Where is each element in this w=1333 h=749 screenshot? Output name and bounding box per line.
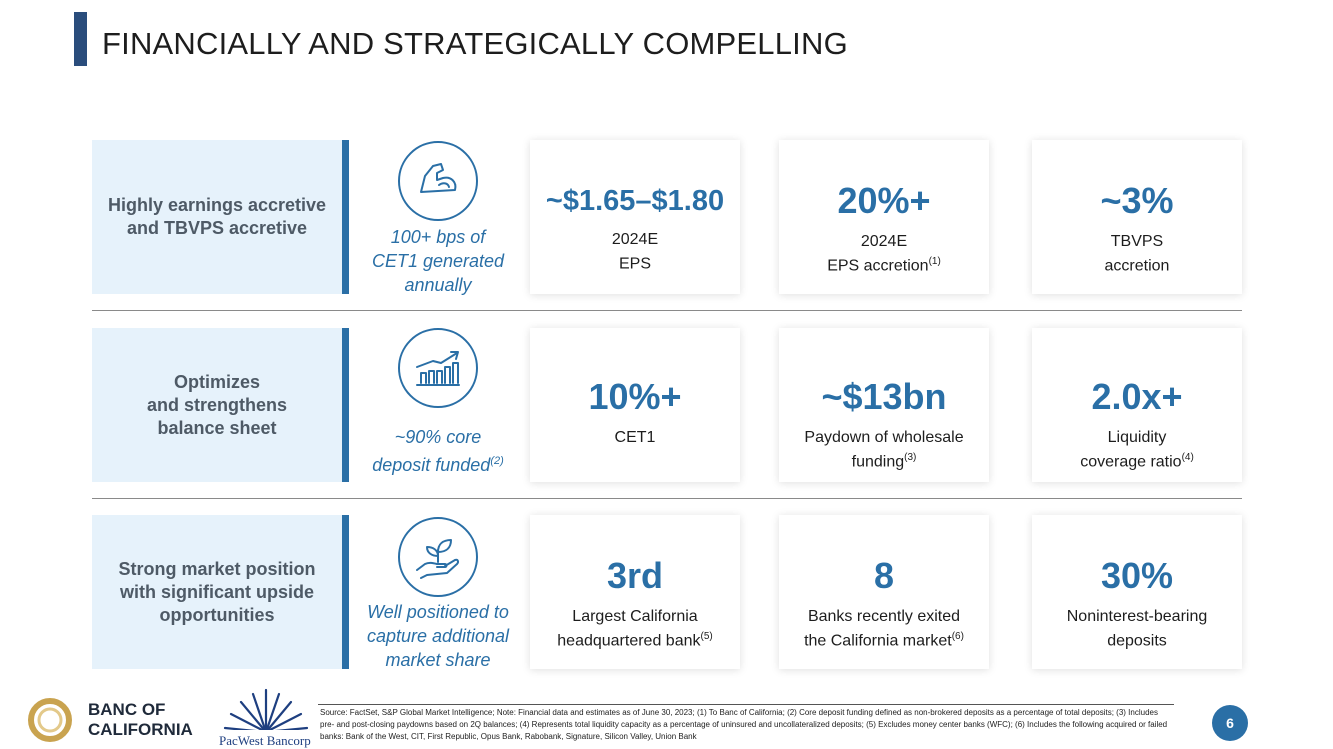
banc-of-california-logo-icon (28, 698, 72, 742)
metric-caption: EPS accretion(1) (779, 252, 989, 276)
note-line: ~90% core (394, 427, 482, 447)
row-label-line: opportunities (159, 604, 275, 625)
hand-plant-icon (398, 517, 478, 597)
caption-text: the California market (804, 632, 952, 650)
note-line: CET1 generated (371, 251, 505, 271)
metric-caption: TBVPS (1110, 233, 1164, 250)
row-label-line: Strong market position (118, 558, 316, 579)
metric-card-eps: ~$1.65–$1.80 2024E EPS (530, 140, 740, 294)
metric-card-tbvps: ~3% TBVPS accretion (1032, 140, 1242, 294)
caption-text: EPS (618, 255, 651, 273)
note-line: capture additional (366, 626, 510, 646)
footnote-ref: (5) (700, 631, 713, 642)
metric-caption: accretion (1032, 252, 1242, 276)
row-note-cet1: 100+ bps of CET1 generated annually (352, 225, 524, 297)
metric-value: ~$13bn (821, 376, 947, 417)
row-accent-bar (342, 140, 349, 294)
footnote-ref: (3) (904, 452, 917, 463)
page-number-badge: 6 (1212, 705, 1248, 741)
metric-value: 3rd (606, 555, 664, 596)
footnote-ref: (2) (490, 455, 504, 467)
pacwest-logo-text: PacWest Bancorp (219, 733, 311, 748)
row-label-line: and TBVPS accretive (126, 218, 308, 238)
metric-value: 2.0x+ (1091, 376, 1183, 417)
metric-caption: coverage ratio(4) (1032, 448, 1242, 472)
metric-card-noninterest-deposits: 30% Noninterest-bearing deposits (1032, 515, 1242, 669)
page-title: FINANCIALLY AND STRATEGICALLY COMPELLING (102, 26, 848, 61)
caption-text: funding (851, 453, 905, 471)
metric-value: 20%+ (837, 180, 931, 221)
row-label-line: Highly earnings accretive (107, 195, 327, 215)
metric-value: 30% (1100, 555, 1174, 596)
note-line: annually (404, 275, 472, 295)
note-line: market share (385, 650, 491, 670)
footnote-ref: (4) (1181, 452, 1194, 463)
caption-text: deposits (1107, 632, 1167, 650)
metric-card-eps-accretion: 20%+ 2024E EPS accretion(1) (779, 140, 989, 294)
metric-card-banks-exited: 8 Banks recently exited the California m… (779, 515, 989, 669)
pacwest-starburst-logo-icon (219, 688, 313, 736)
footer-divider (318, 704, 1174, 705)
row-label-line: and strengthens (146, 394, 288, 415)
caption-text: headquartered bank (557, 632, 701, 650)
footnote-ref: (1) (928, 256, 941, 267)
metric-caption: 2024E (611, 231, 659, 248)
caption-text: EPS accretion (827, 257, 929, 275)
flexed-arm-icon (398, 141, 478, 221)
note-line: deposit funded (372, 455, 491, 475)
metric-value: 10%+ (588, 376, 682, 417)
row-label-line: with significant upside (119, 581, 314, 602)
metric-caption: Paydown of wholesale (804, 429, 964, 446)
logo-line: BANC OF (88, 700, 166, 719)
row-accent-bar (342, 328, 349, 482)
metric-value: 8 (873, 555, 895, 596)
footnote-ref: (6) (951, 631, 964, 642)
metric-value: ~3% (1100, 180, 1174, 221)
metric-value: ~$1.65–$1.80 (545, 185, 725, 217)
metric-caption: EPS (530, 250, 740, 274)
metric-card-cet1: 10%+ CET1 (530, 328, 740, 482)
metric-caption: Largest California (572, 608, 698, 625)
row-label-earnings: Highly earnings accretive and TBVPS accr… (92, 140, 342, 294)
row-divider (92, 310, 1242, 311)
metric-card-liquidity: 2.0x+ Liquidity coverage ratio(4) (1032, 328, 1242, 482)
metric-caption: Liquidity (1107, 429, 1167, 446)
note-line: Well positioned to (367, 602, 509, 622)
banc-of-california-logo-text: BANC OF CALIFORNIA (88, 700, 193, 740)
metric-caption: headquartered bank(5) (530, 627, 740, 651)
row-label-market-position: Strong market position with significant … (92, 515, 342, 669)
title-accent-bar (74, 12, 87, 66)
metric-caption: Banks recently exited (807, 608, 961, 625)
metric-card-california-rank: 3rd Largest California headquartered ban… (530, 515, 740, 669)
row-label-line: balance sheet (157, 417, 277, 438)
caption-text: accretion (1104, 257, 1170, 275)
metric-caption: funding(3) (779, 448, 989, 472)
row-label-balance-sheet: Optimizes and strengthens balance sheet (92, 328, 342, 482)
note-line: 100+ bps of (390, 227, 486, 247)
row-accent-bar (342, 515, 349, 669)
row-note-market-share: Well positioned to capture additional ma… (352, 600, 524, 672)
logo-line: CALIFORNIA (88, 720, 193, 739)
row-note-deposit: ~90% core deposit funded(2) (352, 425, 524, 477)
row-label-line: Optimizes (173, 371, 261, 392)
metric-caption: deposits (1032, 627, 1242, 651)
metric-caption: CET1 (614, 429, 656, 446)
row-divider (92, 498, 1242, 499)
growth-chart-icon (398, 328, 478, 408)
metric-caption: the California market(6) (779, 627, 989, 651)
metric-caption: Noninterest-bearing (1066, 608, 1208, 625)
caption-text: coverage ratio (1080, 453, 1182, 471)
metric-caption: 2024E (860, 233, 908, 250)
source-footnote: Source: FactSet, S&P Global Market Intel… (320, 708, 1168, 741)
metric-card-wholesale-funding: ~$13bn Paydown of wholesale funding(3) (779, 328, 989, 482)
